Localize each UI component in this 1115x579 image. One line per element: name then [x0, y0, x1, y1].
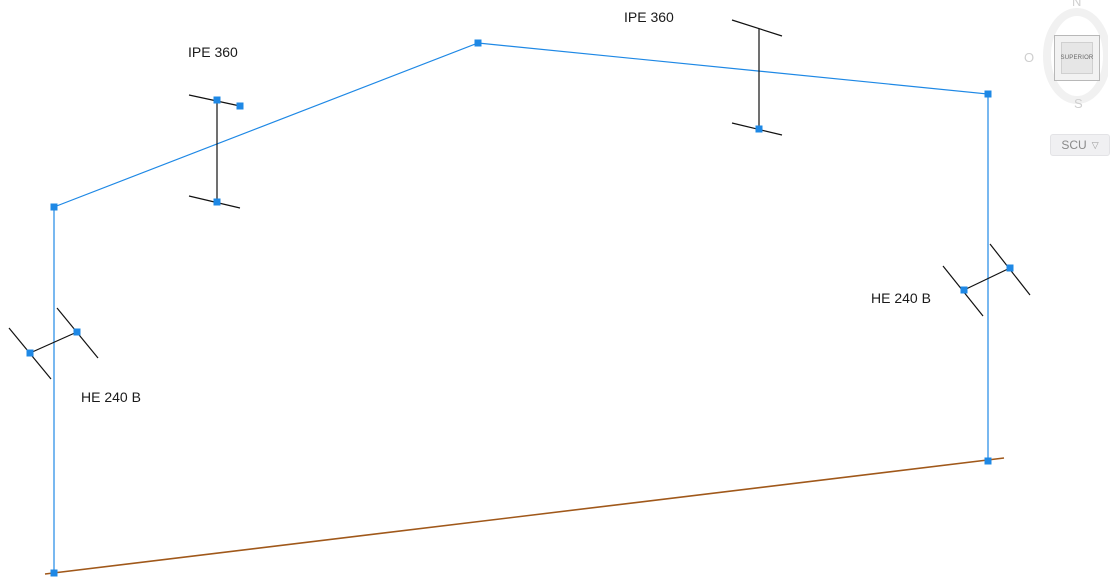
- grip-section-column-right-a[interactable]: [960, 286, 968, 294]
- grip-frame-top-right[interactable]: [984, 90, 992, 98]
- viewcube-compass-ring[interactable]: [1032, 4, 1108, 104]
- grip-section-column-left-b[interactable]: [73, 328, 81, 336]
- viewcube[interactable]: N O S SUPERIOR SCU ▽: [1020, 0, 1115, 160]
- label-rafter-left: IPE 360: [188, 44, 238, 60]
- grip-section-rafter-left-corner[interactable]: [236, 102, 244, 110]
- compass-north-label[interactable]: N: [1072, 0, 1082, 9]
- grip-section-rafter-left-bottom[interactable]: [213, 198, 221, 206]
- section-symbol-rafter-right[interactable]: [731, 19, 783, 136]
- grip-section-column-right-b[interactable]: [1006, 264, 1014, 272]
- label-column-left: HE 240 B: [81, 389, 141, 405]
- grip-section-rafter-right-bottom[interactable]: [755, 125, 763, 133]
- viewcube-face-label: SUPERIOR: [1060, 55, 1094, 61]
- wcs-menu-button[interactable]: SCU ▽: [1050, 134, 1110, 156]
- section-symbol-column-right[interactable]: [942, 243, 1031, 317]
- viewcube-face-top[interactable]: SUPERIOR: [1054, 35, 1100, 81]
- portal-frame[interactable]: [53, 42, 989, 573]
- compass-west-label[interactable]: O: [1024, 50, 1035, 65]
- grip-section-rafter-left-top[interactable]: [213, 96, 221, 104]
- grip-section-column-left-a[interactable]: [26, 349, 34, 357]
- grip-frame-bottom-right[interactable]: [984, 457, 992, 465]
- chevron-down-icon: ▽: [1091, 139, 1099, 150]
- wcs-label: SCU: [1061, 138, 1087, 152]
- grip-frame-ridge[interactable]: [474, 39, 482, 47]
- compass-south-label[interactable]: S: [1074, 96, 1083, 111]
- grip-frame-bottom-left[interactable]: [50, 569, 58, 577]
- label-column-right: HE 240 B: [871, 290, 931, 306]
- label-rafter-right: IPE 360: [624, 9, 674, 25]
- viewcube-face-inner: SUPERIOR: [1061, 42, 1093, 74]
- grip-frame-top-left[interactable]: [50, 203, 58, 211]
- ground-line[interactable]: [44, 457, 1005, 575]
